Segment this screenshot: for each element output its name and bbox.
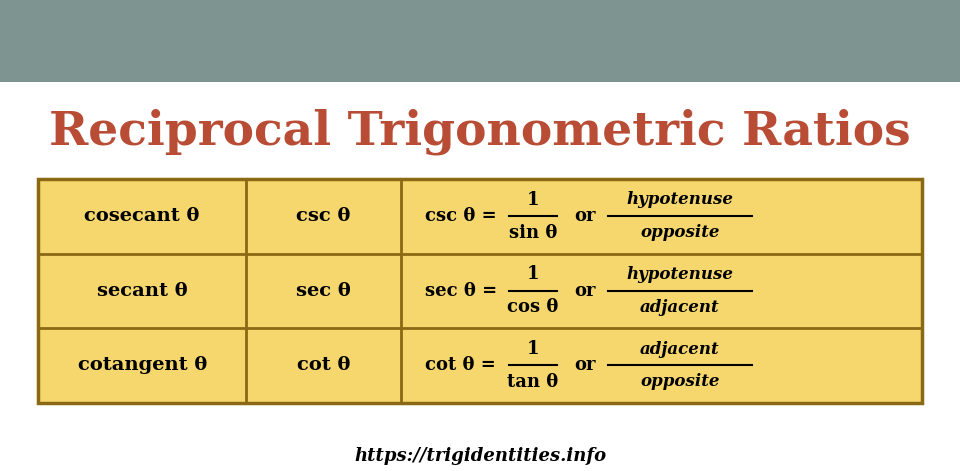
Text: sec θ: sec θ	[296, 282, 350, 300]
Text: opposite: opposite	[640, 374, 720, 390]
Text: 1: 1	[527, 191, 540, 209]
Text: cot θ =: cot θ =	[424, 357, 501, 374]
Text: csc θ =: csc θ =	[424, 207, 502, 225]
Text: or: or	[574, 282, 596, 300]
Text: cotangent θ: cotangent θ	[78, 357, 206, 374]
Text: cos θ: cos θ	[507, 298, 559, 316]
Text: adjacent: adjacent	[640, 299, 720, 316]
Text: adjacent: adjacent	[640, 341, 720, 357]
Text: cot θ: cot θ	[297, 357, 349, 374]
Text: sec θ =: sec θ =	[424, 282, 503, 300]
Text: cosecant θ: cosecant θ	[84, 207, 200, 225]
Text: hypotenuse: hypotenuse	[626, 266, 733, 283]
FancyBboxPatch shape	[38, 179, 922, 403]
Text: or: or	[574, 357, 596, 374]
FancyBboxPatch shape	[0, 0, 960, 82]
Text: tan θ: tan θ	[508, 373, 559, 391]
Text: or: or	[574, 207, 596, 225]
Text: sin θ: sin θ	[509, 224, 557, 242]
Text: secant θ: secant θ	[97, 282, 187, 300]
Text: hypotenuse: hypotenuse	[626, 191, 733, 208]
Text: Reciprocal Trigonometric Ratios: Reciprocal Trigonometric Ratios	[49, 109, 911, 155]
Text: csc θ: csc θ	[296, 207, 350, 225]
Text: opposite: opposite	[640, 224, 720, 241]
Text: 1: 1	[527, 340, 540, 358]
Text: 1: 1	[527, 266, 540, 284]
Text: https://trigidentities.info: https://trigidentities.info	[354, 447, 606, 465]
